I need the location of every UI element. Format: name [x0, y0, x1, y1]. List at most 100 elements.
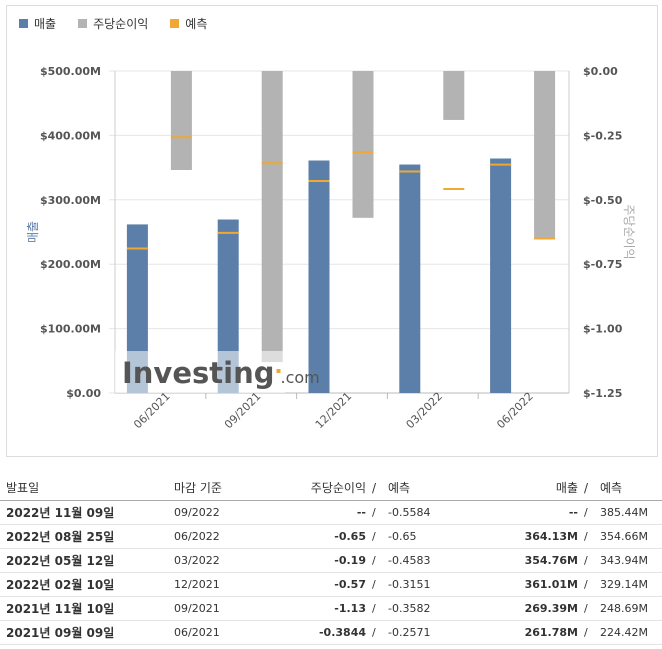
revenue-bar — [399, 164, 421, 393]
row-eps: -0.65 — [280, 524, 370, 549]
row-rev-forecast: 329.14M — [596, 572, 662, 597]
row-eps: -0.19 — [280, 548, 370, 573]
row-eps-forecast: -0.3151 — [384, 572, 488, 597]
row-date: 2022년 02월 10일 — [0, 572, 170, 597]
row-revenue: -- — [488, 500, 582, 525]
row-eps-sep: / — [370, 500, 384, 525]
legend-label-forecast: 예측 — [185, 17, 208, 31]
revenue-bar — [126, 224, 148, 393]
row-eps-forecast: -0.2571 — [384, 620, 488, 645]
row-period: 03/2022 — [170, 548, 280, 573]
row-revenue: 269.39M — [488, 596, 582, 621]
row-rev-forecast: 224.42M — [596, 620, 662, 645]
row-date: 2021년 11월 10일 — [0, 596, 170, 621]
row-rev-forecast: 354.66M — [596, 524, 662, 549]
header-rev-forecast[interactable]: 예측 — [596, 476, 662, 501]
table-row: 2022년 05월 12일 03/2022 -0.19/-0.4583 354.76M… — [0, 548, 662, 573]
y-tick-label: $400.00M — [40, 129, 101, 142]
row-rev-forecast: 248.69M — [596, 596, 662, 621]
row-period: 06/2022 — [170, 524, 280, 549]
row-eps-sep: / — [370, 596, 384, 621]
row-revenue: 364.13M — [488, 524, 582, 549]
y2-tick-label: $0.00 — [583, 65, 618, 78]
y-tick-label: $0.00 — [66, 387, 101, 400]
row-eps: -1.13 — [280, 596, 370, 621]
x-tick-label: 06/2021 — [131, 390, 173, 432]
row-date: 2022년 05월 12일 — [0, 548, 170, 573]
header-eps-forecast[interactable]: 예측 — [384, 476, 488, 501]
watermark-suffix: .com — [280, 368, 319, 387]
table-header-row: 발표일 마감 기준 주당순이익 / 예측 매출 / 예측 — [0, 476, 662, 501]
row-period: 09/2022 — [170, 500, 280, 525]
row-period: 09/2021 — [170, 596, 280, 621]
eps-bar — [352, 71, 374, 218]
revenue-bar — [490, 158, 512, 393]
chart-legend: 매출 주당순이익 예측 — [19, 15, 207, 32]
header-rev-sep: / — [582, 476, 596, 501]
chart-plot: $0.00 $100.00M $200.00M $300.00M $400.00M $50… — [26, 65, 636, 432]
header-eps-sep: / — [370, 476, 384, 501]
row-revenue: 354.76M — [488, 548, 582, 573]
eps-bar — [443, 71, 465, 120]
header-date[interactable]: 발표일 — [0, 476, 170, 501]
x-tick-label: 06/2022 — [494, 390, 536, 432]
header-eps[interactable]: 주당순이익 — [280, 476, 370, 501]
row-eps: -0.3844 — [280, 620, 370, 645]
row-rev-sep: / — [582, 548, 596, 573]
earnings-chart: 매출 주당순이익 예측 $0.00 $100.00M $200.00M $300.00… — [6, 5, 658, 457]
row-rev-sep: / — [582, 596, 596, 621]
row-eps: -0.57 — [280, 572, 370, 597]
revenue-bar — [308, 160, 330, 393]
watermark-dot — [276, 369, 281, 373]
watermark-logo: Investing — [122, 356, 274, 390]
legend-item-revenue[interactable]: 매출 — [19, 15, 56, 32]
row-rev-forecast: 343.94M — [596, 548, 662, 573]
row-eps-sep: / — [370, 572, 384, 597]
row-eps-sep: / — [370, 548, 384, 573]
row-date: 2022년 11월 09일 — [0, 500, 170, 525]
row-date: 2022년 08월 25일 — [0, 524, 170, 549]
legend-swatch-eps — [78, 19, 88, 28]
y-tick-label: $100.00M — [40, 323, 101, 336]
x-tick-label: 12/2021 — [313, 390, 355, 432]
y2-tick-label: $-1.25 — [583, 387, 622, 400]
row-rev-sep: / — [582, 572, 596, 597]
header-revenue[interactable]: 매출 — [488, 476, 582, 501]
y-axis-title: 매출 — [26, 221, 40, 243]
legend-label-eps: 주당순이익 — [93, 17, 149, 31]
legend-item-forecast[interactable]: 예측 — [170, 15, 207, 32]
row-eps-sep: / — [370, 620, 384, 645]
x-tick-label: 03/2022 — [404, 390, 446, 432]
y2-axis-title: 주당순이익 — [622, 204, 636, 259]
y2-tick-label: $-1.00 — [583, 323, 623, 336]
legend-swatch-forecast — [170, 19, 180, 28]
legend-item-eps[interactable]: 주당순이익 — [78, 15, 148, 32]
legend-swatch-revenue — [19, 19, 28, 28]
revenue-bar — [217, 219, 239, 393]
eps-bar — [534, 71, 556, 239]
header-period[interactable]: 마감 기준 — [170, 476, 280, 501]
watermark-backdrop — [115, 351, 285, 393]
eps-bar — [261, 71, 283, 363]
row-rev-sep: / — [582, 524, 596, 549]
row-revenue: 361.01M — [488, 572, 582, 597]
table-row: 2022년 02월 10일 12/2021 -0.57/-0.3151 361.01M… — [0, 572, 662, 597]
row-eps: -- — [280, 500, 370, 525]
earnings-table: 발표일 마감 기준 주당순이익 / 예측 매출 / 예측 2022년 11월 0… — [0, 476, 662, 645]
y2-tick-label: $-0.50 — [583, 194, 623, 207]
row-eps-sep: / — [370, 524, 384, 549]
x-tick-label: 09/2021 — [222, 390, 264, 432]
y2-tick-label: $-0.25 — [583, 129, 622, 142]
row-eps-forecast: -0.4583 — [384, 548, 488, 573]
row-period: 12/2021 — [170, 572, 280, 597]
row-rev-sep: / — [582, 500, 596, 525]
row-rev-forecast: 385.44M — [596, 500, 662, 525]
row-period: 06/2021 — [170, 620, 280, 645]
y2-tick-label: $-0.75 — [583, 258, 622, 271]
table-row: 2021년 09월 09일 06/2021 -0.3844/-0.2571 261.7… — [0, 620, 662, 645]
y-tick-label: $300.00M — [40, 194, 101, 207]
legend-label-revenue: 매출 — [34, 17, 57, 31]
y-tick-label: $500.00M — [40, 65, 101, 78]
row-eps-forecast: -0.65 — [384, 524, 488, 549]
y-tick-label: $200.00M — [40, 258, 101, 271]
